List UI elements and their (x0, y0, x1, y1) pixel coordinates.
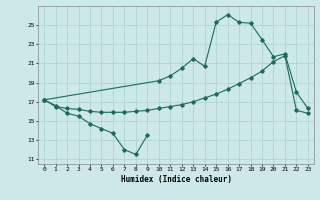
X-axis label: Humidex (Indice chaleur): Humidex (Indice chaleur) (121, 175, 231, 184)
